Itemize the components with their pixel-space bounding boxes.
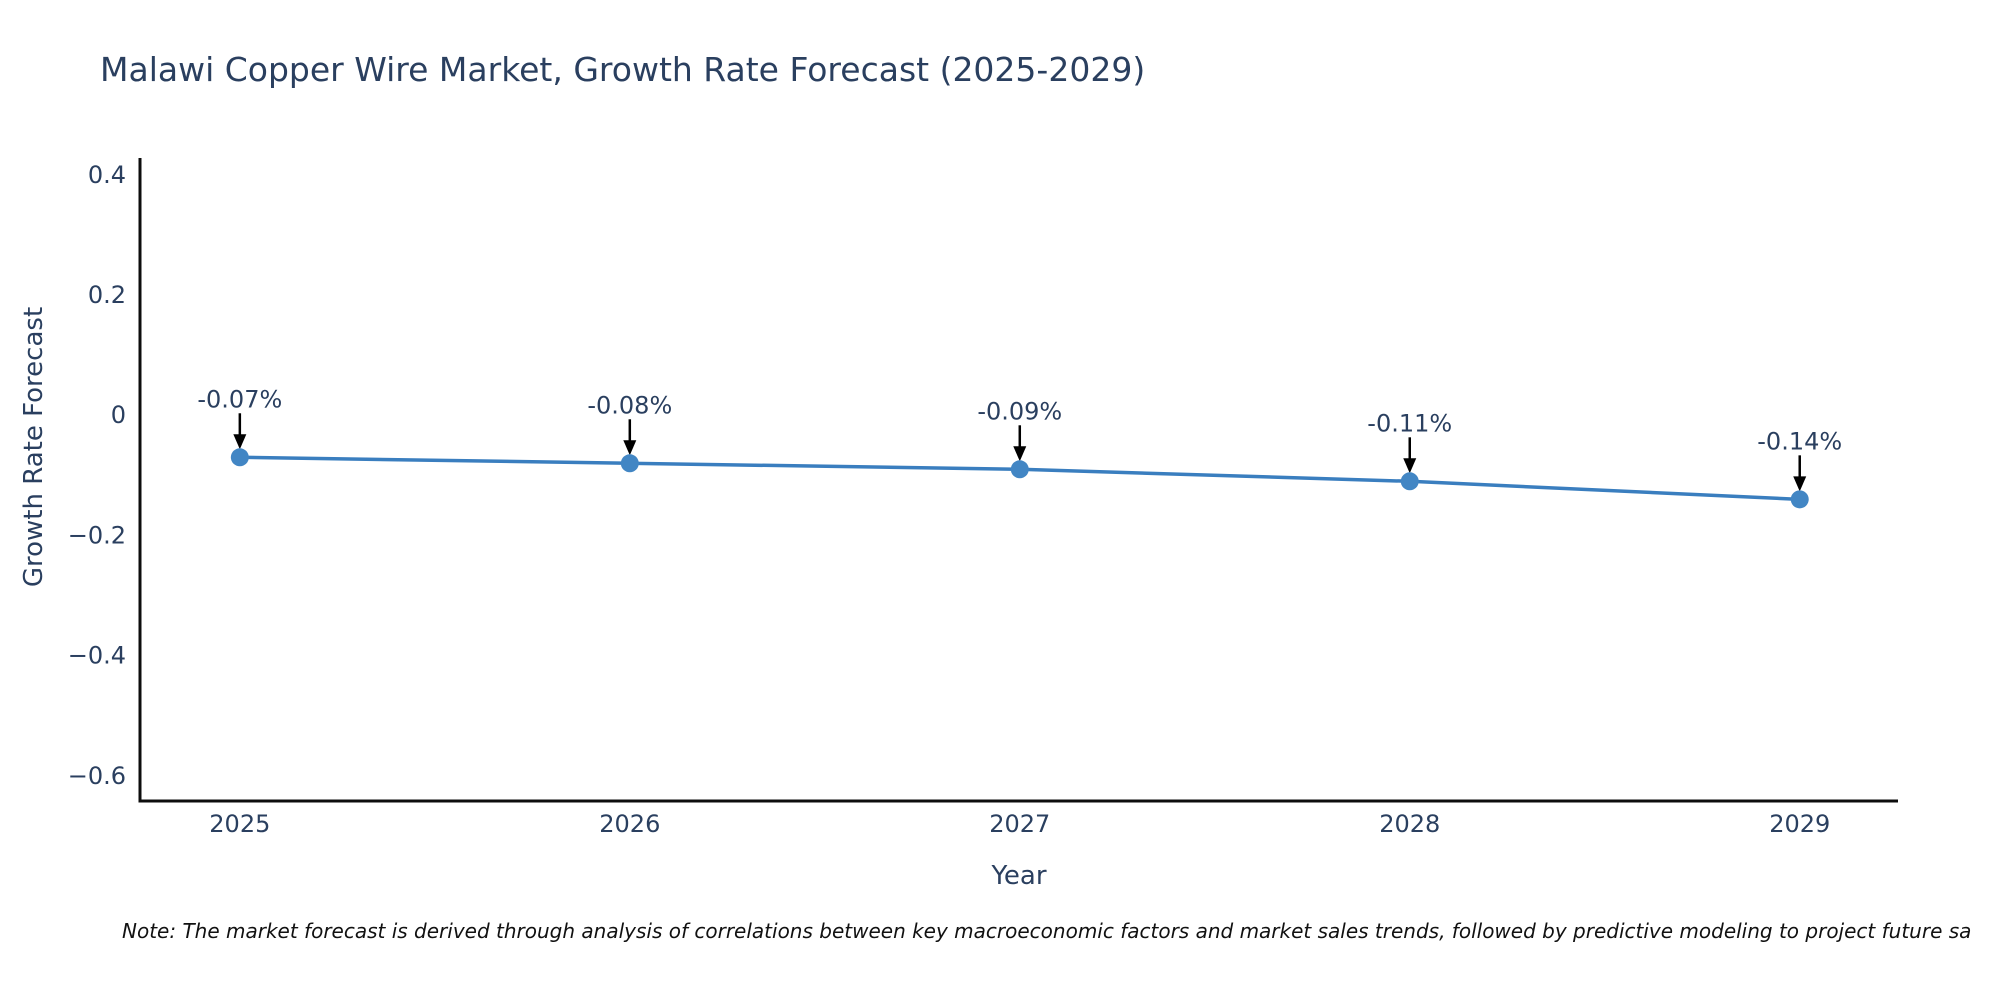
point-annotation-label: -0.09% xyxy=(977,397,1062,425)
y-tick-label: 0 xyxy=(111,401,126,429)
annotation-arrow-head xyxy=(1013,446,1027,462)
x-tick-label: 2027 xyxy=(989,810,1050,838)
x-tick-label: 2028 xyxy=(1379,810,1440,838)
point-annotation-label: -0.14% xyxy=(1757,427,1842,455)
point-annotation-label: -0.11% xyxy=(1367,409,1452,437)
y-axis-title: Growth Rate Forecast xyxy=(19,307,49,587)
footnote-text: Note: The market forecast is derived thr… xyxy=(122,919,1972,943)
point-annotation-label: -0.07% xyxy=(197,385,282,413)
y-tick-label: −0.6 xyxy=(68,762,126,790)
y-tick-label: 0.2 xyxy=(88,281,126,309)
x-axis-title: Year xyxy=(990,861,1046,891)
y-tick-label: −0.2 xyxy=(68,521,126,549)
y-tick-label: 0.4 xyxy=(88,161,126,189)
annotation-arrow-head xyxy=(1403,458,1417,474)
chart-title: Malawi Copper Wire Market, Growth Rate F… xyxy=(100,50,1146,89)
annotation-arrow-head xyxy=(233,434,247,450)
y-tick-label: −0.4 xyxy=(68,642,126,670)
annotation-arrow-head xyxy=(623,440,637,456)
data-point-2028[interactable] xyxy=(1400,472,1419,491)
data-point-2027[interactable] xyxy=(1010,460,1029,479)
x-tick-label: 2025 xyxy=(209,810,270,838)
data-point-2029[interactable] xyxy=(1790,490,1809,509)
data-point-2026[interactable] xyxy=(620,454,639,473)
x-tick-label: 2026 xyxy=(599,810,660,838)
data-point-2025[interactable] xyxy=(230,448,249,467)
point-annotation-label: -0.08% xyxy=(587,391,672,419)
annotation-arrow-head xyxy=(1793,476,1807,492)
x-tick-label: 2029 xyxy=(1769,810,1830,838)
